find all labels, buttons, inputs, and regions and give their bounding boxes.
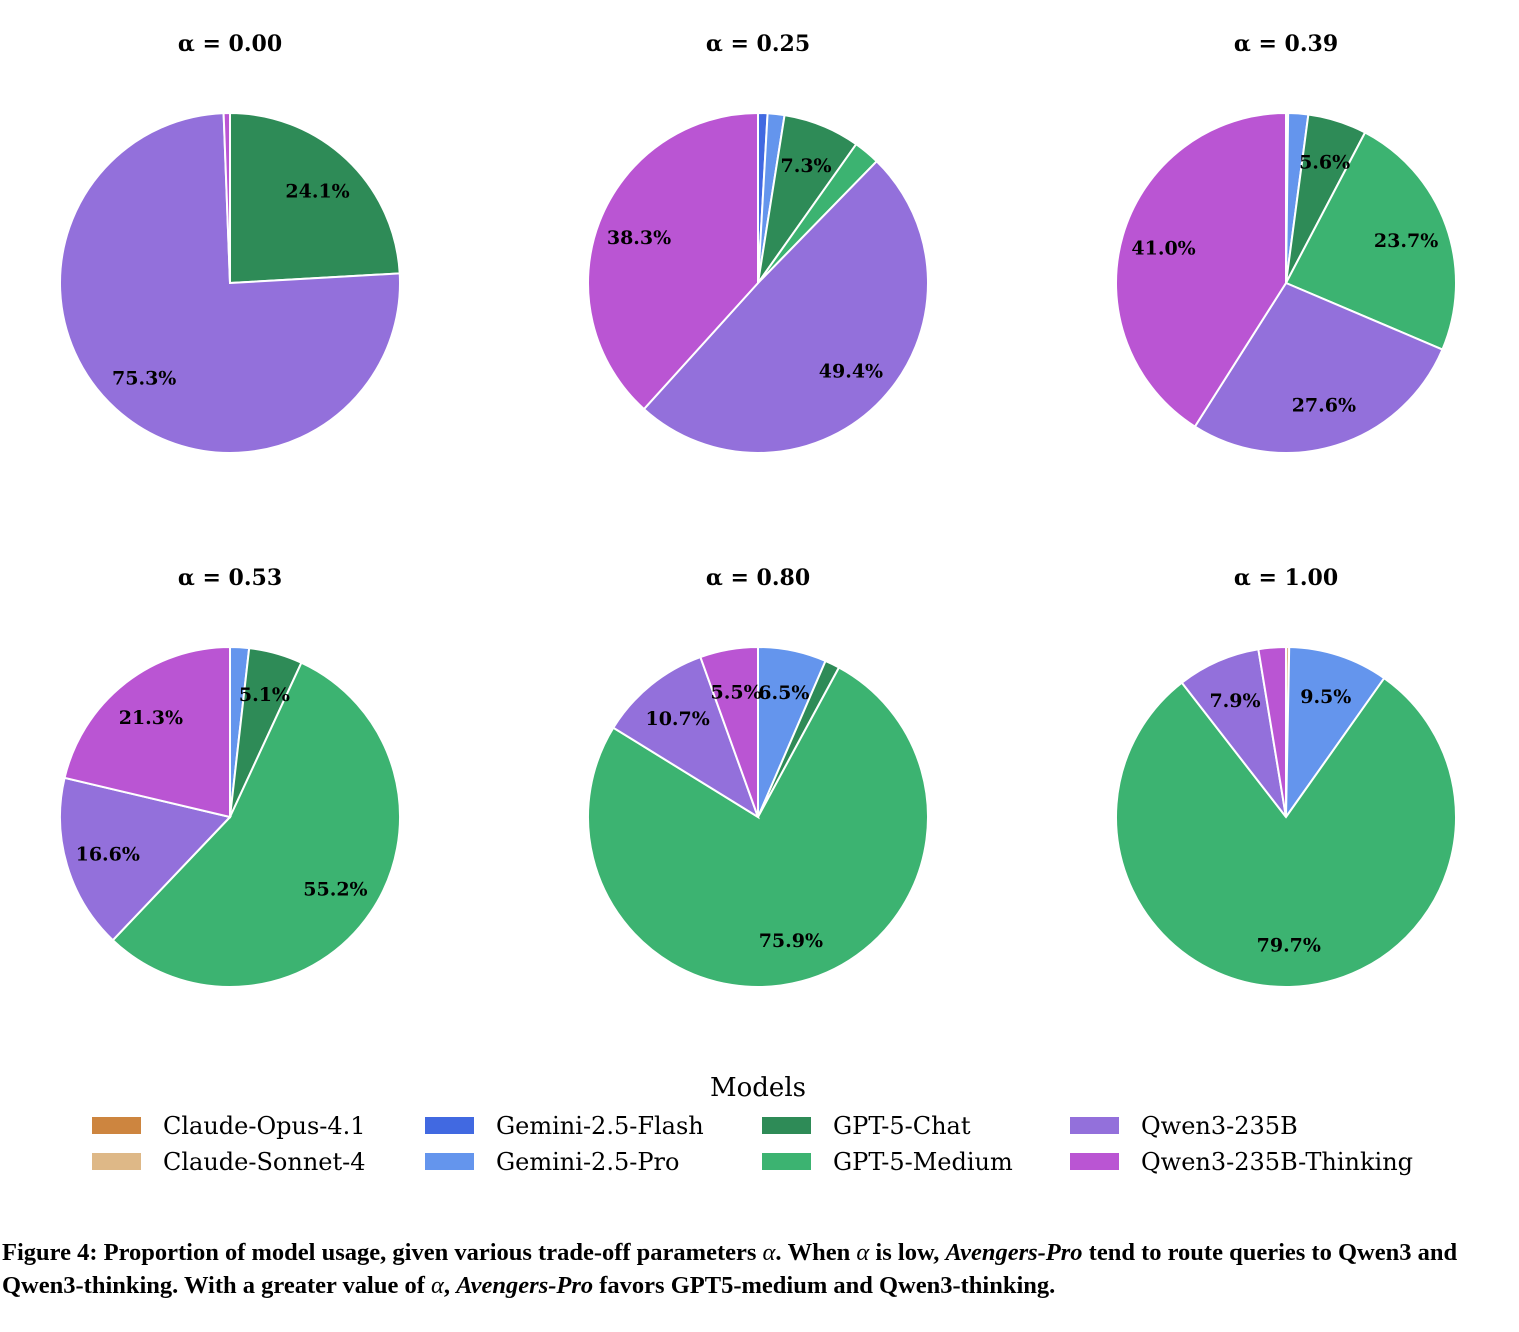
legend-item-qwen3-235b-thinking: Qwen3-235B-Thinking (1070, 1148, 1413, 1176)
caption-alpha-1: α (762, 1239, 776, 1266)
legend-swatch (762, 1153, 811, 1170)
pie-2: α = 0.39 5.6% 23.7% 27.6% 41.0% (1115, 31, 1457, 454)
caption-system-1: Avengers-Pro (945, 1239, 1083, 1266)
legend-label: Gemini-2.5-Flash (496, 1112, 704, 1140)
legend-swatch (92, 1117, 141, 1134)
figure-caption: Figure 4: Proportion of model usage, giv… (2, 1236, 1517, 1302)
slice-qwen3-235b (59, 776, 232, 942)
legend-label: Claude-Opus-4.1 (163, 1112, 366, 1140)
slice-label-gpt-5-medium: 23.7% (1374, 230, 1438, 252)
slice-qwen3-235b-thinking (1257, 645, 1287, 818)
slice-label-gpt-5-chat: 24.1% (285, 180, 349, 202)
slice-qwen3-235b-thinking (699, 645, 759, 818)
slice-label-qwen3-235b-thinking: 41.0% (1131, 237, 1195, 259)
pie-5: α = 1.00 9.5% 79.7% 7.9% (1115, 565, 1458, 988)
slice-label-gpt-5-medium: 79.7% (1257, 934, 1321, 956)
slice-qwen3-235b-thinking (222, 111, 231, 284)
legend-label: GPT-5-Medium (833, 1148, 1013, 1176)
slice-qwen3-235b (1193, 281, 1444, 454)
legend-item-claude-opus-4-1: Claude-Opus-4.1 (92, 1112, 366, 1140)
legend-item-gpt-5-chat: GPT-5-Chat (762, 1112, 971, 1140)
pie-title: α = 1.00 (1234, 565, 1338, 591)
slice-label-qwen3-235b: 75.3% (112, 367, 176, 389)
legend-item-claude-sonnet-4: Claude-Sonnet-4 (92, 1148, 366, 1176)
legend-swatch (425, 1153, 474, 1170)
pie-3: α = 0.53 5.1% 55.2% 16.6% 21.3% (59, 565, 402, 988)
caption-alpha-2: α (856, 1239, 870, 1266)
caption-part3: is low, (869, 1239, 946, 1266)
caption-part2: . When (775, 1239, 857, 1266)
slice-label-gpt-5-medium: 55.2% (303, 879, 367, 901)
slice-qwen3-235b (611, 655, 760, 820)
caption-prefix: Figure 4: Proportion of model usage, giv… (2, 1239, 763, 1266)
pie-title: α = 0.00 (178, 31, 282, 57)
slice-label-gpt-5-chat: 5.6% (1299, 151, 1350, 173)
slice-label-gemini-2-5-pro: 9.5% (1300, 686, 1351, 708)
legend-swatch (1070, 1153, 1119, 1170)
slice-qwen3-235b-thinking (587, 111, 759, 411)
slice-label-qwen3-235b: 49.4% (819, 360, 883, 382)
caption-alpha-3: α (431, 1272, 444, 1299)
caption-part5: , (443, 1272, 457, 1299)
legend-swatch (762, 1117, 811, 1134)
slice-label-qwen3-235b-thinking: 38.3% (607, 227, 671, 249)
legend-title: Models (710, 1073, 806, 1103)
legend-swatch (92, 1153, 141, 1170)
pie-title: α = 0.25 (706, 31, 810, 57)
slice-label-qwen3-235b-thinking: 5.5% (711, 681, 762, 703)
slice-gpt-5-medium (587, 666, 929, 988)
pie-title: α = 0.80 (706, 565, 810, 591)
legend-label: Gemini-2.5-Pro (496, 1148, 679, 1176)
slice-gpt-5-chat (229, 111, 401, 285)
slice-qwen3-235b-thinking (1115, 111, 1287, 428)
slice-qwen3-235b (642, 159, 929, 454)
pie-title: α = 0.39 (1234, 31, 1338, 57)
legend-item-gemini-2-5-pro: Gemini-2.5-Pro (425, 1148, 679, 1176)
slice-label-gpt-5-chat: 7.3% (780, 155, 831, 177)
legend-item-gemini-2-5-flash: Gemini-2.5-Flash (425, 1112, 704, 1140)
slice-label-gpt-5-chat: 5.1% (239, 684, 290, 706)
pie-chart-grid: α = 0.00 24.1% 75.3% α = 0.25 7.3% 49.4% 38.3%… (59, 31, 1458, 1176)
pie-1: α = 0.25 7.3% 49.4% 38.3% (587, 31, 929, 454)
legend-label: Claude-Sonnet-4 (163, 1148, 366, 1176)
slice-qwen3-235b (59, 112, 401, 454)
pie-0: α = 0.00 24.1% 75.3% (59, 31, 401, 454)
legend-label: Qwen3-235B-Thinking (1141, 1148, 1413, 1176)
slice-label-qwen3-235b-thinking: 21.3% (119, 707, 183, 729)
slice-label-qwen3-235b: 7.9% (1209, 690, 1260, 712)
slice-gpt-5-medium (1284, 131, 1457, 351)
slice-gpt-5-medium (111, 661, 402, 988)
legend-swatch (1070, 1117, 1119, 1134)
caption-system-2: Avengers-Pro (456, 1272, 594, 1299)
legend: Models Claude-Opus-4.1 Claude-Sonnet-4 Gemi… (92, 1073, 1413, 1176)
legend-label: GPT-5-Chat (833, 1112, 971, 1140)
slice-label-qwen3-235b: 10.7% (645, 708, 709, 730)
legend-label: Qwen3-235B (1141, 1112, 1298, 1140)
slice-qwen3-235b-thinking (63, 645, 231, 819)
slice-label-gpt-5-medium: 75.9% (759, 930, 823, 952)
legend-item-qwen3-235b: Qwen3-235B (1070, 1112, 1298, 1140)
caption-part4: tend to route queries to Qwen3 and Qwen3… (2, 1239, 1458, 1299)
slice-gpt-5-medium (1115, 676, 1458, 988)
pie-title: α = 0.53 (178, 565, 282, 591)
slice-label-gemini-2-5-pro: 6.5% (758, 682, 809, 704)
legend-item-gpt-5-medium: GPT-5-Medium (762, 1148, 1013, 1176)
pie-4: α = 0.80 6.5% 75.9% 10.7%5.5% (587, 565, 929, 988)
slice-label-qwen3-235b: 27.6% (1292, 395, 1356, 417)
caption-part6: favors GPT5-medium and Qwen3-thinking. (593, 1272, 1056, 1299)
slice-label-qwen3-235b: 16.6% (76, 843, 140, 865)
legend-swatch (425, 1117, 474, 1134)
slice-gemini-2-5-pro (1284, 646, 1386, 821)
